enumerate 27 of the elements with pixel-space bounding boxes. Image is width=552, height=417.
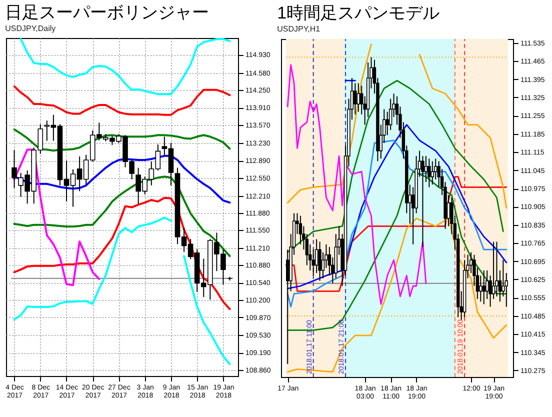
line-series: [13, 128, 231, 152]
candlestick: [492, 241, 496, 300]
line-series: [13, 196, 231, 310]
line-series: [286, 140, 508, 308]
candlestick: [430, 160, 434, 186]
candlestick: [386, 111, 389, 136]
candlestick: [314, 238, 318, 274]
candlestick: [479, 275, 482, 302]
line-series: [285, 176, 508, 292]
line-series: [20, 38, 231, 96]
chart-title: 日足スーパーボリンジャー: [5, 3, 210, 22]
candlestick: [286, 249, 290, 364]
line-series: [286, 124, 508, 290]
line-series: [13, 85, 231, 116]
candlestick: [318, 241, 322, 282]
chart-title: 1時間足スパンモデル: [277, 4, 440, 22]
candlestick: [354, 82, 357, 115]
chart-subtitle: USDJPY,H1: [277, 24, 321, 34]
candlestick: [356, 82, 360, 112]
candlestick: [428, 158, 431, 188]
line-series: [286, 80, 504, 253]
candlestick: [424, 156, 428, 182]
line-series: [13, 148, 100, 286]
chart-subtitle: USDJPY,Daily: [5, 24, 56, 33]
line-series: [286, 64, 427, 305]
candlestick: [495, 241, 498, 297]
candlestick: [482, 270, 486, 305]
